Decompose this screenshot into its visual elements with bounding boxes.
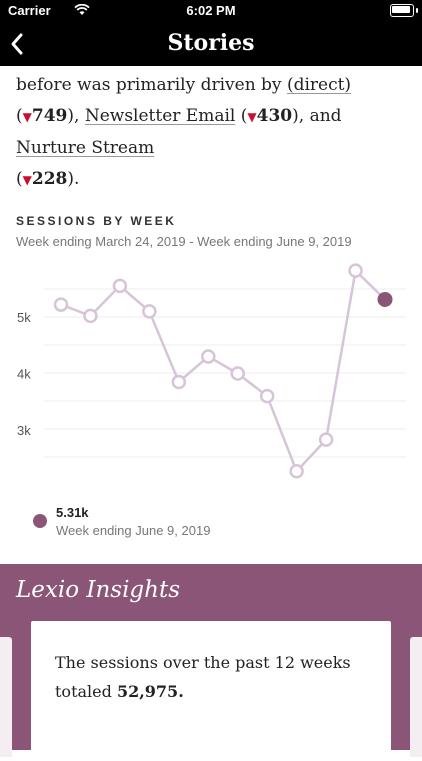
clock: 6:02 PM xyxy=(186,3,236,18)
battery-icon xyxy=(390,4,414,17)
data-point xyxy=(112,278,128,294)
chart-subtitle: Week ending March 24, 2019 - Week ending… xyxy=(16,234,352,249)
navigation-bar: Stories xyxy=(0,22,422,66)
wifi-icon xyxy=(74,3,90,19)
open-paren: ( xyxy=(16,106,23,126)
data-point xyxy=(201,349,216,364)
down-triangle-icon: ▼ xyxy=(247,110,257,124)
page-title: Stories xyxy=(167,30,255,56)
source-link-direct[interactable]: (direct) xyxy=(286,75,352,95)
insight-text: The sessions over the past 12 weeks tota… xyxy=(55,648,375,706)
y-tick-label: 4k xyxy=(17,367,31,382)
status-bar: Carrier 6:02 PM xyxy=(0,0,422,22)
previous-insight-card[interactable] xyxy=(0,637,12,757)
insights-panel: Lexio Insights The sessions over the pas… xyxy=(0,564,422,761)
sessions-line-chart: 3k 4k 5k xyxy=(17,263,406,479)
down-triangle-icon: ▼ xyxy=(22,110,32,124)
story-paragraph: before was primarily driven by (direct) … xyxy=(16,70,408,196)
highlighted-data-point xyxy=(377,291,393,307)
insight-card[interactable]: The sessions over the past 12 weeks tota… xyxy=(31,621,391,761)
data-point xyxy=(53,297,69,312)
data-point xyxy=(259,388,275,404)
legend-value: 5.31k xyxy=(56,505,89,520)
down-triangle-icon: ▼ xyxy=(22,173,32,187)
data-point xyxy=(230,366,245,381)
data-point xyxy=(142,304,157,319)
open-paren-start: ( xyxy=(16,169,23,189)
data-point xyxy=(348,263,363,278)
data-point xyxy=(83,308,98,324)
insight-sentence: The sessions over the past 12 weeks tota… xyxy=(55,653,351,701)
battery-cap xyxy=(416,8,418,13)
data-point xyxy=(318,432,334,447)
data-point xyxy=(171,374,187,390)
legend-dot xyxy=(33,514,47,528)
story-text: ). xyxy=(67,169,80,189)
carrier-label: Carrier xyxy=(8,3,51,18)
chart-title: SESSIONS BY WEEK xyxy=(16,214,177,228)
story-text: ), and xyxy=(292,106,342,126)
legend-label: Week ending June 9, 2019 xyxy=(56,523,211,538)
next-insight-card[interactable] xyxy=(410,637,422,757)
open-paren: ( xyxy=(235,106,248,126)
source-link-nurture-stream[interactable]: Nurture Stream xyxy=(16,138,155,158)
y-tick-label: 3k xyxy=(17,423,31,438)
data-point xyxy=(289,463,304,479)
delta-value: 228 xyxy=(31,169,68,189)
insights-heading: Lexio Insights xyxy=(16,577,181,603)
story-text: ), xyxy=(67,106,85,126)
source-link-newsletter-email[interactable]: Newsletter Email xyxy=(84,106,236,126)
delta-value: 430 xyxy=(256,106,293,126)
y-tick-label: 5k xyxy=(17,310,31,325)
story-text: before was primarily driven by xyxy=(16,75,287,95)
delta-value: 749 xyxy=(31,106,68,126)
insight-total: 52,975. xyxy=(116,682,184,701)
back-chevron-icon[interactable] xyxy=(6,30,30,58)
series-line xyxy=(60,269,386,473)
